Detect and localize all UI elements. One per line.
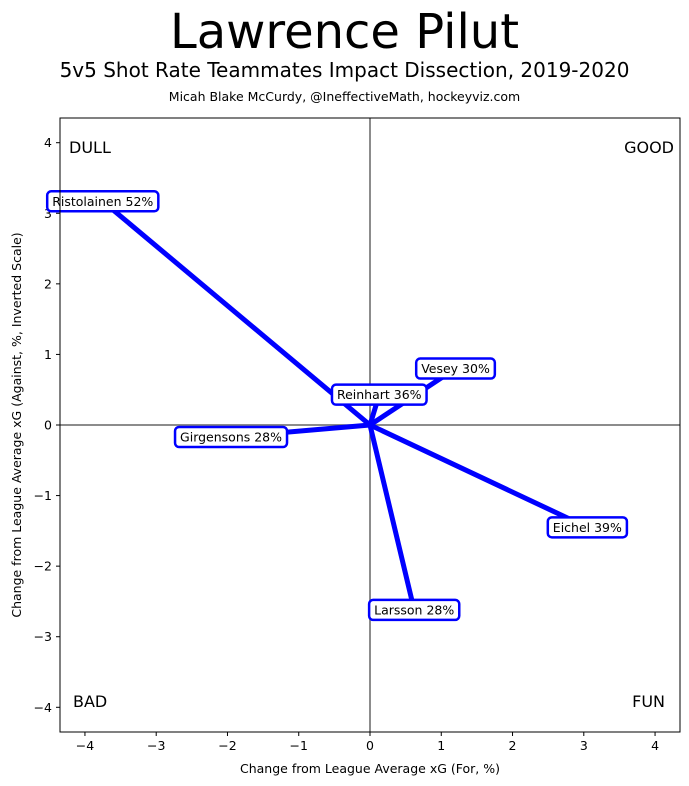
teammate-label-text: Eichel 39%: [553, 520, 622, 535]
teammate-label: Reinhart 36%: [330, 383, 428, 406]
teammate-label-box: [330, 383, 428, 406]
teammate-label-box: [414, 357, 497, 380]
x-tick-label: −4: [76, 738, 94, 753]
x-tick-label: 2: [509, 738, 517, 753]
y-tick-label: −3: [34, 629, 52, 644]
teammate-label-box: [367, 598, 461, 622]
y-tick-label: −4: [34, 700, 52, 715]
teammate-label-text: Reinhart 36%: [337, 387, 422, 402]
teammate-label: Larsson 28%: [367, 598, 461, 622]
teammate-label-text: Girgensons 28%: [180, 429, 282, 444]
quadrant-label-good: GOOD: [624, 138, 674, 157]
x-tick-label: −1: [290, 738, 308, 753]
y-axis-label: Change from League Average xG (Against, …: [9, 232, 24, 617]
x-tick-label: −2: [218, 738, 236, 753]
teammate-label-box: [45, 190, 160, 213]
quadrant-label-bad: BAD: [73, 692, 107, 711]
teammate-label-text: Vesey 30%: [421, 361, 490, 376]
teammate-label: Girgensons 28%: [173, 425, 289, 449]
teammate-label-box: [173, 425, 289, 449]
x-tick-label: 4: [651, 738, 659, 753]
y-tick-label: 2: [44, 276, 52, 291]
x-tick-label: 1: [437, 738, 445, 753]
chart-credit: Micah Blake McCurdy, @IneffectiveMath, h…: [168, 89, 521, 104]
teammate-label: Ristolainen 52%: [45, 190, 160, 213]
teammate-line: [367, 422, 590, 530]
plot-frame: [59, 117, 681, 733]
x-tick-label: 0: [366, 738, 374, 753]
teammate-label: Vesey 30%: [414, 357, 497, 380]
teammate-label-text: Ristolainen 52%: [52, 194, 153, 209]
y-tick-label: 0: [44, 418, 52, 433]
teammate-line: [367, 422, 417, 613]
y-tick-label: −1: [34, 488, 52, 503]
chart-subtitle: 5v5 Shot Rate Teammates Impact Dissectio…: [59, 58, 630, 82]
x-tick-label: −3: [147, 738, 165, 753]
y-tick-label: 4: [44, 135, 52, 150]
quadrant-label-fun: FUN: [632, 692, 665, 711]
x-axis-label: Change from League Average xG (For, %): [240, 761, 500, 776]
y-tick-label: 1: [44, 347, 52, 362]
chart-title: Lawrence Pilut: [169, 4, 520, 60]
teammate-label-box: [546, 516, 629, 539]
teammate-label: Eichel 39%: [546, 516, 629, 539]
quadrant-label-dull: DULL: [69, 138, 111, 157]
teammate-label-text: Larsson 28%: [374, 602, 454, 617]
y-tick-label: −2: [34, 559, 52, 574]
x-tick-label: 3: [580, 738, 588, 753]
y-tick-label: 3: [44, 206, 52, 221]
teammate-line: [100, 198, 373, 428]
